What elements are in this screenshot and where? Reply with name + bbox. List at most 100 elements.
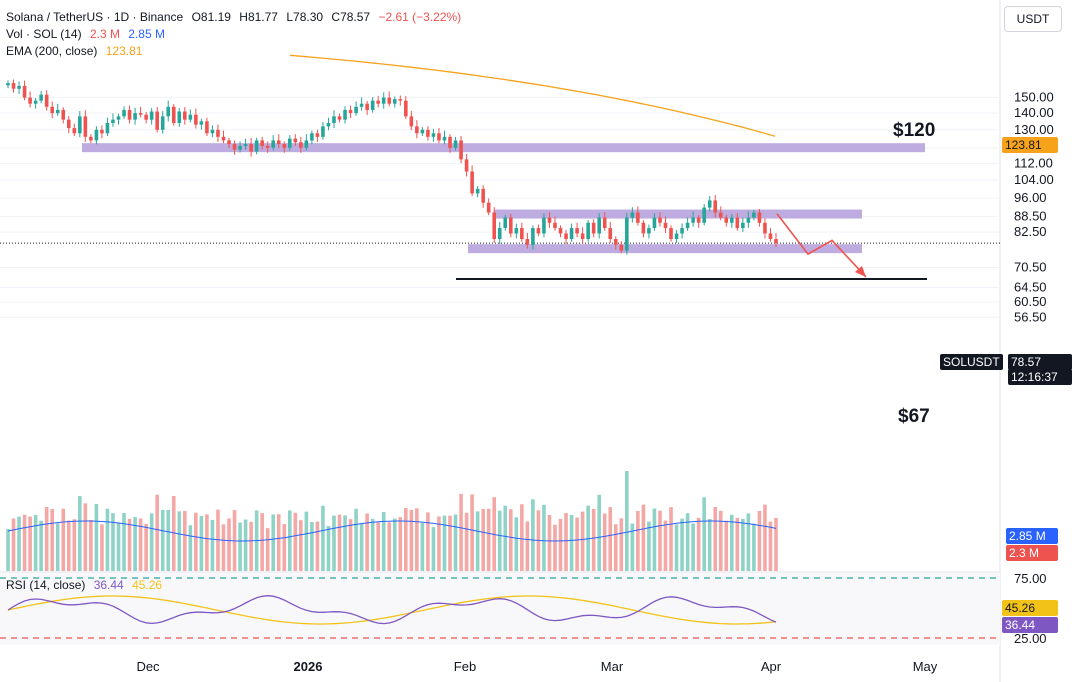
volume-legend[interactable]: Vol · SOL (14) 2.3 M 2.85 M [6, 27, 170, 42]
candle-body [746, 217, 751, 223]
volume-bar [343, 515, 347, 571]
volume-bar [674, 524, 679, 571]
change-value: −2.61 (−3.22%) [378, 10, 462, 24]
volume-bar [608, 507, 613, 571]
rsi-label: RSI (14, close) [6, 578, 86, 592]
volume-bar [39, 520, 43, 571]
volume-bar [619, 518, 624, 571]
candle-body [66, 119, 71, 129]
high-value: 81.77 [247, 10, 278, 24]
time-axis-label: Feb [454, 659, 476, 674]
candle-body [276, 140, 281, 145]
open-label: O [191, 10, 201, 24]
candle-body [381, 97, 386, 104]
candle-body [326, 122, 331, 127]
volume-bar [287, 510, 292, 571]
volume-bar [630, 523, 635, 571]
rsi-legend[interactable]: RSI (14, close) 36.44 45.26 [6, 578, 167, 593]
volume-bar [724, 520, 729, 571]
volume-bar [50, 509, 55, 571]
volume-bar [61, 508, 66, 571]
candle-body [718, 212, 723, 218]
symbol-title[interactable]: Solana / TetherUS · 1D · Binance [6, 10, 184, 24]
volume-bar [575, 517, 579, 571]
volume-bar [508, 509, 513, 571]
volume-bar [392, 518, 397, 571]
candle-body [658, 217, 662, 223]
candle-body [685, 222, 690, 229]
price-axis-label: 60.50 [1014, 294, 1047, 309]
volume-bar [481, 508, 485, 571]
candle-body [707, 200, 712, 208]
volume-bar [83, 503, 88, 571]
candle-body [774, 239, 778, 244]
candle-body [409, 116, 414, 127]
volume-bar [210, 520, 215, 571]
volume-bar [746, 513, 751, 571]
volume-bar [718, 510, 723, 571]
candle-body [111, 119, 115, 123]
candle-body [315, 133, 320, 137]
volume-bar [448, 515, 452, 571]
candle-body [674, 233, 679, 240]
volume-bar [613, 524, 618, 571]
candle-body [138, 113, 143, 115]
volume-bar [431, 527, 436, 571]
candle-body [127, 109, 132, 120]
candle-body [254, 140, 259, 152]
volume-bar [680, 518, 684, 571]
candle-body [310, 133, 314, 141]
candle-body [61, 109, 66, 120]
candle-body [547, 217, 552, 223]
candle-body [619, 244, 624, 251]
ema-price-tag: 123.81 [1002, 137, 1058, 153]
volume-bar [547, 514, 552, 571]
candle-body [188, 114, 193, 120]
rsi-ma-line [7, 595, 777, 625]
low-value: 78.30 [293, 10, 324, 24]
currency-scale-button[interactable]: USDT [1004, 6, 1062, 32]
volume-bar [741, 518, 745, 571]
candle-body [558, 228, 563, 234]
volume-bar [381, 512, 386, 571]
projected-path-arrow [776, 213, 867, 278]
candle-body [11, 83, 16, 89]
candle-body [210, 129, 215, 134]
volume-bar [415, 508, 419, 571]
close-value: 78.57 [340, 10, 371, 24]
volume-bar [260, 513, 264, 571]
volume-bar [94, 504, 99, 571]
volume-bar [707, 519, 712, 571]
ema-legend[interactable]: EMA (200, close) 123.81 [6, 44, 147, 59]
candle-body [663, 222, 668, 229]
rsi-value: 36.44 [93, 578, 124, 592]
candle-body [171, 106, 176, 123]
time-axis-label: 2026 [294, 659, 323, 674]
candle-body [475, 188, 480, 194]
candle-body [542, 217, 546, 234]
candle-body [536, 228, 541, 234]
candle-body [580, 233, 585, 240]
volume-bar [105, 508, 110, 571]
candle-body [183, 111, 187, 120]
candle-body [122, 109, 126, 117]
rsi-line [7, 595, 777, 625]
candle-body [630, 212, 635, 218]
candle-body [597, 217, 601, 234]
arrow-head-icon [855, 265, 866, 277]
candle-body [44, 94, 49, 107]
volume-bar [249, 521, 253, 571]
candle-body [216, 129, 220, 137]
volume-bar [127, 518, 132, 571]
price-axis-label: 104.00 [1014, 172, 1054, 187]
support-resistance-zone [468, 244, 862, 254]
volume-bar [183, 510, 187, 571]
volume-bar [702, 497, 706, 571]
volume-bar [558, 518, 563, 571]
candle-body [757, 212, 762, 223]
volume-ma-line [7, 520, 777, 542]
candle-body [149, 111, 154, 120]
candle-body [415, 126, 419, 134]
volume-bar [11, 518, 16, 571]
